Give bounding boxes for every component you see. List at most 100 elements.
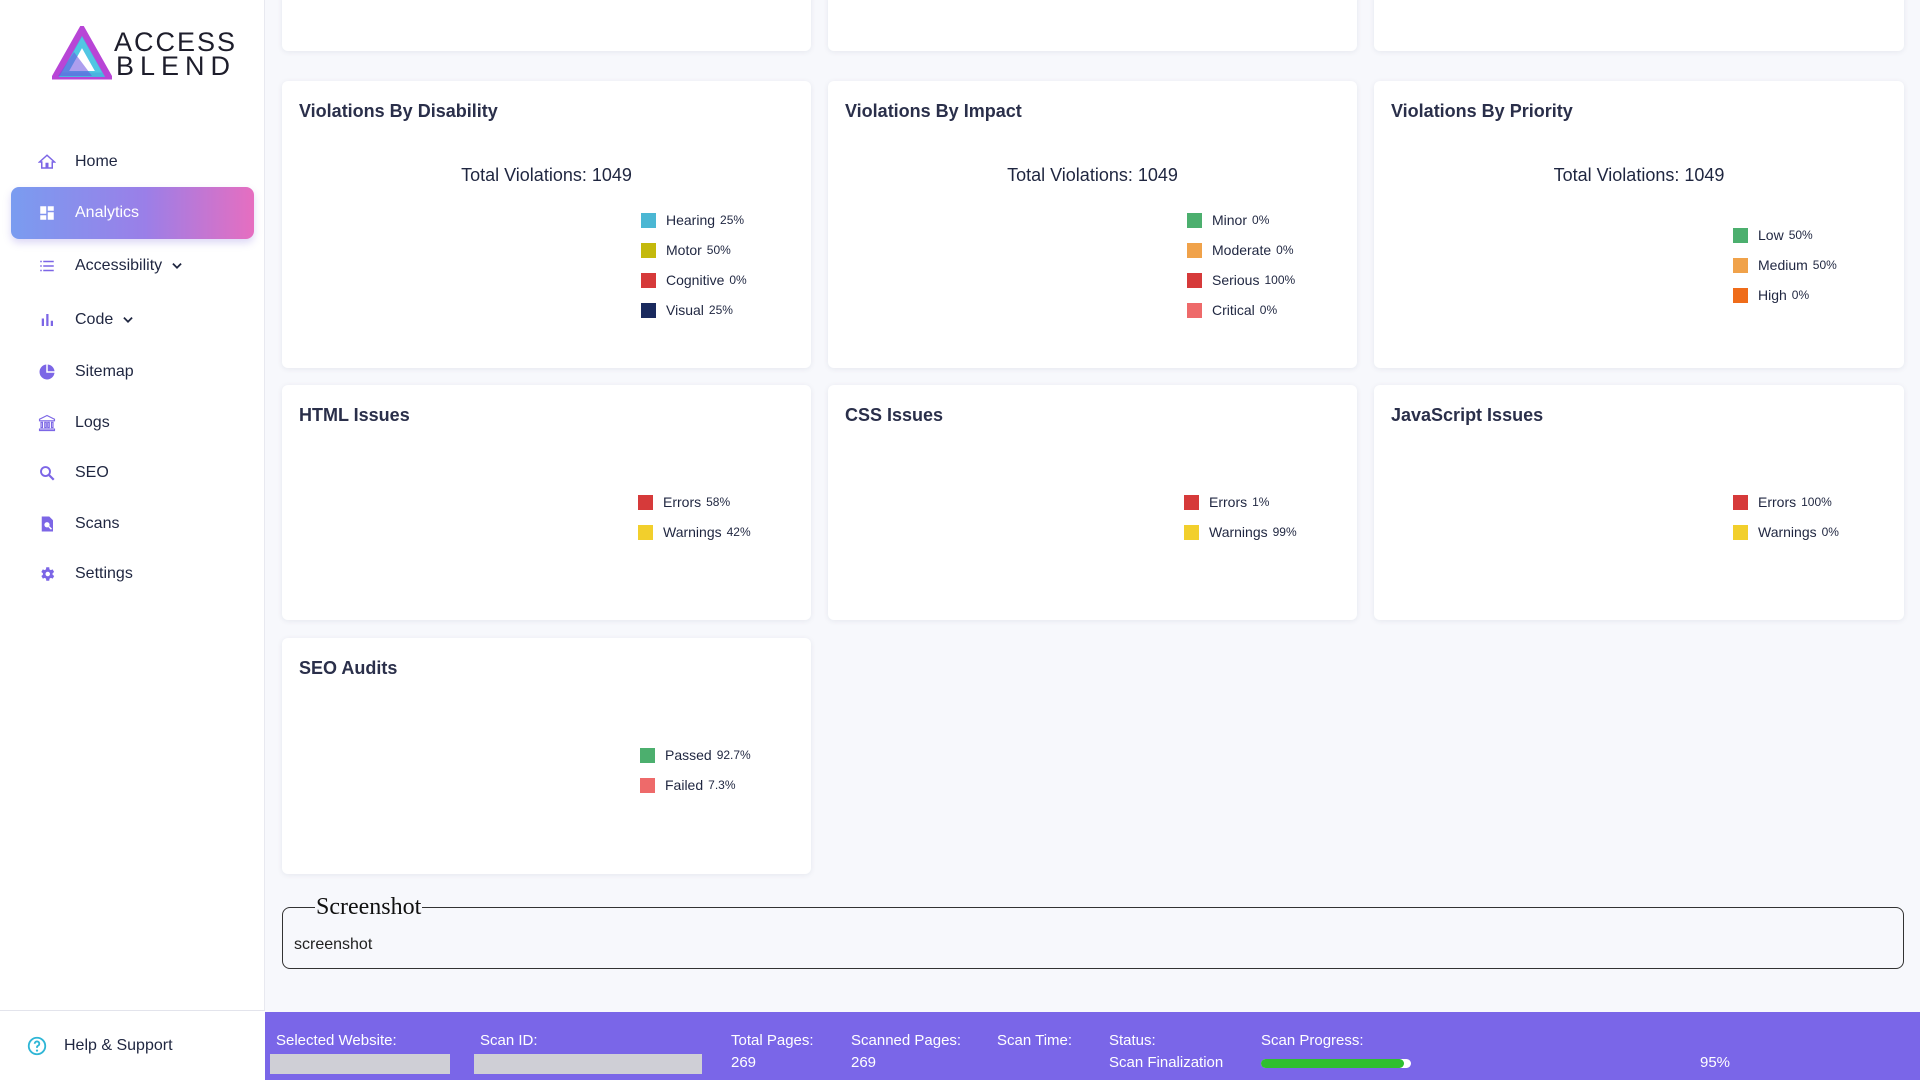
scanned-pages-value: 269	[851, 1054, 877, 1071]
bank-icon	[37, 413, 57, 433]
legend-item[interactable]: Critical 0%	[1187, 295, 1295, 325]
legend-item[interactable]: Errors 1%	[1184, 487, 1297, 517]
sidebar-item-seo[interactable]: SEO	[11, 448, 254, 498]
legend-item[interactable]: Hearing 25%	[641, 205, 747, 235]
scanned-pages: Scanned Pages: 269	[851, 1032, 961, 1076]
legend-item[interactable]: Minor 0%	[1187, 205, 1295, 235]
legend-swatch	[641, 212, 656, 228]
legend-swatch	[638, 494, 653, 510]
legend-item[interactable]: Warnings 99%	[1184, 517, 1297, 547]
scan-progress-percent: 95%	[1700, 1054, 1731, 1071]
legend-item[interactable]: Moderate 0%	[1187, 235, 1295, 265]
legend-item[interactable]: Medium 50%	[1733, 250, 1837, 280]
brand-logo[interactable]: ACCESS BLEND	[52, 26, 237, 82]
scan-status: Status: Scan Finalization	[1109, 1032, 1223, 1076]
sidebar-item-label: Logs	[75, 413, 110, 431]
sidebar: ACCESS BLEND Home Analytics Accessibilit…	[0, 0, 265, 1080]
chevron-down-icon[interactable]	[170, 259, 184, 273]
legend-swatch	[1184, 524, 1199, 540]
legend-label: High	[1758, 287, 1787, 303]
legend-pct: 25%	[708, 303, 733, 317]
card-html-issues: HTML Issues Errors 58% Warnings 42%	[282, 385, 811, 620]
sidebar-item-settings[interactable]: Settings	[11, 549, 254, 599]
scan-id: Scan ID:	[480, 1032, 538, 1054]
selected-website-label: Selected Website:	[276, 1032, 397, 1049]
legend-item[interactable]: Serious 100%	[1187, 265, 1295, 295]
legend-item[interactable]: Failed 7.3%	[640, 770, 751, 800]
scan-id-field[interactable]	[474, 1054, 702, 1074]
legend-label: Errors	[1758, 494, 1797, 510]
card-css-issues: CSS Issues Errors 1% Warnings 99%	[828, 385, 1357, 620]
help-support-link[interactable]: Help & Support	[0, 1010, 265, 1080]
chart-legend: Errors 1% Warnings 99%	[1184, 487, 1297, 547]
sidebar-item-accessibility[interactable]: Accessibility	[11, 239, 254, 293]
legend-label: Medium	[1758, 257, 1808, 273]
card-violations-impact: Violations By Impact Total Violations: 1…	[828, 81, 1357, 368]
legend-item[interactable]: Motor 50%	[641, 235, 747, 265]
legend-label: Minor	[1212, 212, 1248, 228]
card-title: HTML Issues	[299, 405, 410, 425]
legend-swatch	[1184, 494, 1199, 510]
legend-label: Motor	[666, 242, 702, 258]
legend-swatch	[641, 302, 656, 318]
sidebar-item-scans[interactable]: Scans	[11, 498, 254, 549]
legend-swatch	[1733, 494, 1748, 510]
help-circle-icon	[27, 1036, 47, 1055]
legend-label: Critical	[1212, 302, 1255, 318]
legend-item[interactable]: High 0%	[1733, 280, 1837, 310]
card-title: Violations By Impact	[845, 101, 1022, 121]
brand-line-2: BLEND	[116, 51, 237, 81]
brand-line-1: ACCESS	[114, 27, 238, 57]
legend-swatch	[641, 272, 656, 288]
chevron-down-icon[interactable]	[121, 313, 135, 327]
sidebar-item-analytics[interactable]: Analytics	[11, 187, 254, 239]
legend-item[interactable]: Visual 25%	[641, 295, 747, 325]
legend-label: Moderate	[1212, 242, 1272, 258]
legend-swatch	[1733, 524, 1748, 540]
sidebar-item-label: Code	[75, 311, 114, 328]
card-title: Violations By Disability	[299, 101, 498, 121]
legend-label: Cognitive	[666, 272, 725, 288]
legend-swatch	[640, 777, 655, 793]
legend-item[interactable]: Passed 92.7%	[640, 740, 751, 770]
total-pages-value: 269	[731, 1054, 757, 1071]
legend-item[interactable]: Errors 58%	[638, 487, 751, 517]
brand-name: ACCESS BLEND	[114, 27, 238, 81]
scan-progress: Scan Progress:	[1261, 1032, 1364, 1054]
legend-pct: 25%	[720, 213, 745, 227]
legend-swatch	[640, 747, 655, 763]
help-support-label: Help & Support	[64, 1036, 173, 1054]
sidebar-item-logs[interactable]: Logs	[11, 397, 254, 448]
chart-legend: Minor 0% Moderate 0% Serious 100% Critical 0…	[1187, 205, 1295, 325]
access-blend-logo-icon	[52, 26, 112, 80]
legend-pct: 50%	[1812, 258, 1837, 272]
sidebar-item-home[interactable]: Home	[11, 137, 254, 187]
main-content: Violations By Disability Total Violation…	[265, 0, 1920, 1012]
chart-legend: Hearing 25% Motor 50% Cognitive 0% Visual 25…	[641, 205, 747, 325]
selected-website-field[interactable]	[270, 1054, 450, 1074]
sidebar-item-sitemap[interactable]: Sitemap	[11, 347, 254, 397]
total-pages: Total Pages: 269	[731, 1032, 814, 1076]
legend-item[interactable]: Cognitive 0%	[641, 265, 747, 295]
legend-label: Serious	[1212, 272, 1260, 288]
legend-swatch	[1733, 257, 1748, 273]
legend-pct: 99%	[1272, 525, 1297, 539]
legend-swatch	[641, 242, 656, 258]
legend-item[interactable]: Warnings 0%	[1733, 517, 1839, 547]
dashboard-icon	[37, 203, 57, 223]
sidebar-item-label: Analytics	[75, 204, 140, 221]
legend-item[interactable]: Warnings 42%	[638, 517, 751, 547]
legend-item[interactable]: Low 50%	[1733, 220, 1837, 250]
legend-pct: 0%	[1252, 213, 1270, 227]
pie-chart-icon	[37, 362, 57, 382]
legend-pct: 42%	[726, 525, 751, 539]
sidebar-item-code[interactable]: Code	[11, 293, 254, 347]
gear-icon	[37, 564, 57, 584]
bar-chart-icon	[37, 310, 57, 330]
legend-pct: 92.7%	[716, 748, 751, 762]
total-violations: Total Violations: 1049	[1007, 165, 1178, 185]
scan-progress-label: Scan Progress:	[1261, 1032, 1364, 1049]
sidebar-item-label: Scans	[75, 514, 120, 532]
total-violations: Total Violations: 1049	[1553, 165, 1725, 185]
legend-item[interactable]: Errors 100%	[1733, 487, 1839, 517]
